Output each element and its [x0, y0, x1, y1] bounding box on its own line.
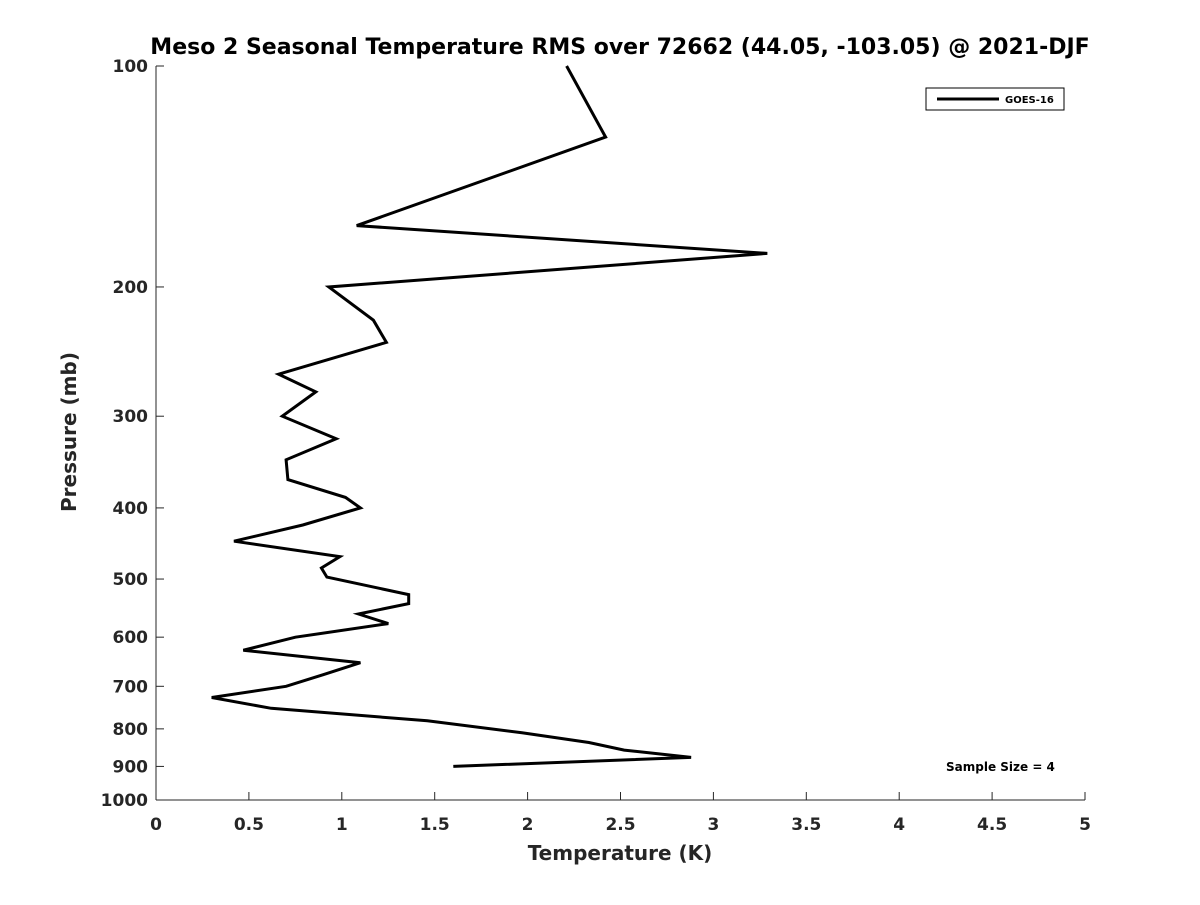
y-tick-label: 400 — [113, 499, 149, 519]
y-tick-label: 700 — [113, 677, 149, 697]
y-tick-label: 300 — [113, 407, 149, 427]
x-tick-label: 4 — [893, 815, 905, 835]
x-tick-label: 4.5 — [977, 815, 1007, 835]
y-tick-label: 1000 — [101, 791, 148, 811]
series-line-goes-16 — [211, 65, 768, 768]
x-axis-label: Temperature (K) — [528, 841, 713, 865]
x-tick-label: 3.5 — [791, 815, 821, 835]
plot-area: 0 0.5 1 1.5 2 2.5 3 3.5 4 4.5 5 100 200 300 400 500 600 7… — [101, 57, 1091, 835]
x-tick-label: 5 — [1079, 815, 1091, 835]
legend-label-goes-16: GOES-16 — [1005, 95, 1054, 106]
sample-size-annotation: Sample Size = 4 — [946, 760, 1055, 774]
x-tick-label: 0.5 — [234, 815, 264, 835]
x-tick-label: 1.5 — [420, 815, 450, 835]
x-tick-label: 3 — [707, 815, 719, 835]
y-tick-label: 200 — [113, 278, 149, 298]
x-tick-label: 1 — [336, 815, 348, 835]
x-tick-label: 0 — [150, 815, 162, 835]
x-tick-label: 2.5 — [605, 815, 635, 835]
y-tick-label: 100 — [113, 57, 149, 77]
y-tick-label: 600 — [113, 628, 149, 648]
y-axis-label: Pressure (mb) — [57, 352, 81, 512]
y-tick-label: 500 — [113, 570, 149, 590]
y-tick-label: 800 — [113, 720, 149, 740]
legend: GOES-16 — [925, 87, 1065, 111]
y-tick-label: 900 — [113, 757, 149, 777]
x-tick-label: 2 — [522, 815, 534, 835]
chart-title: Meso 2 Seasonal Temperature RMS over 726… — [150, 35, 1089, 60]
